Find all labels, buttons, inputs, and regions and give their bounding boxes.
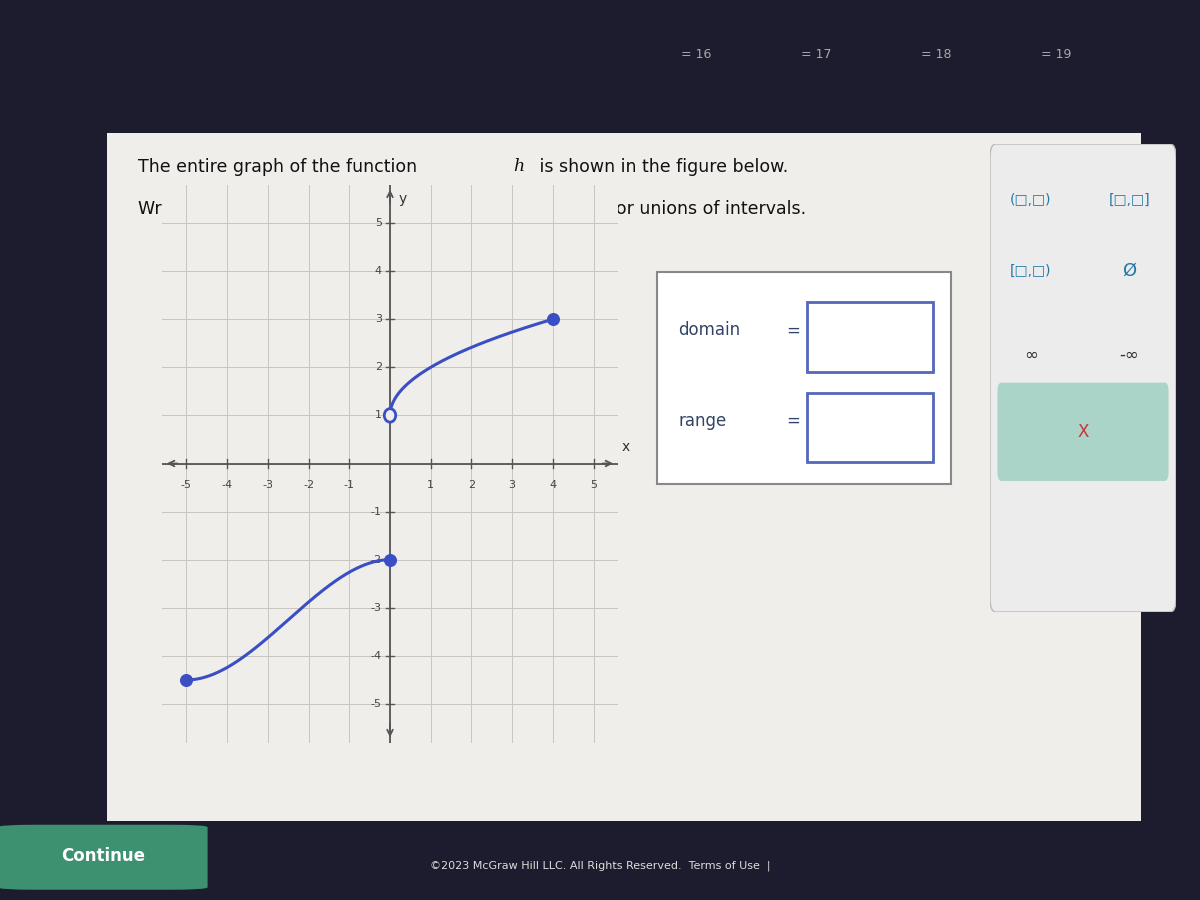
Text: 4: 4 (374, 266, 382, 276)
Text: domain: domain (678, 321, 740, 339)
Text: ∞: ∞ (1024, 346, 1038, 364)
Text: Continue: Continue (61, 847, 145, 865)
Text: x: x (622, 440, 630, 454)
Text: 1: 1 (427, 481, 434, 491)
FancyBboxPatch shape (808, 393, 934, 463)
Text: = 16: = 16 (680, 48, 712, 60)
Text: Ø: Ø (1122, 261, 1136, 279)
Text: ©2023 McGraw Hill LLC. All Rights Reserved.  Terms of Use  |: ©2023 McGraw Hill LLC. All Rights Reserv… (430, 860, 770, 871)
Text: 4: 4 (550, 481, 557, 491)
Text: is shown in the figure below.: is shown in the figure below. (534, 158, 788, 176)
Point (176, 673, 196, 688)
Text: -2: -2 (371, 554, 382, 564)
FancyBboxPatch shape (107, 133, 1141, 821)
Text: h: h (485, 200, 496, 217)
Text: as intervals or unions of intervals.: as intervals or unions of intervals. (504, 200, 805, 218)
Text: h: h (514, 158, 524, 175)
Point (544, 312, 563, 327)
Text: -3: -3 (263, 481, 274, 491)
Text: 5: 5 (590, 481, 598, 491)
Text: 3: 3 (374, 314, 382, 324)
Text: -4: -4 (222, 481, 233, 491)
FancyBboxPatch shape (0, 824, 208, 890)
Text: -1: -1 (343, 481, 355, 491)
Text: The entire graph of the function: The entire graph of the function (138, 158, 422, 176)
Text: -4: -4 (371, 651, 382, 661)
Text: =: = (786, 412, 800, 430)
Text: -1: -1 (371, 507, 382, 517)
Text: 2: 2 (468, 481, 475, 491)
Text: Write the domain and range of: Write the domain and range of (138, 200, 412, 218)
FancyBboxPatch shape (997, 382, 1169, 481)
Text: 2: 2 (374, 363, 382, 373)
Circle shape (385, 410, 395, 420)
Text: range: range (678, 412, 726, 430)
Point (380, 553, 400, 567)
Text: 1: 1 (374, 410, 382, 420)
Text: (□,□): (□,□) (1010, 194, 1051, 207)
Text: [□,□]: [□,□] (1109, 194, 1151, 207)
Text: -3: -3 (371, 603, 382, 613)
Text: -5: -5 (371, 699, 382, 709)
Text: X: X (1078, 423, 1088, 441)
Text: [□,□): [□,□) (1010, 264, 1051, 277)
Text: -∞: -∞ (1120, 346, 1139, 364)
Text: =: = (786, 321, 800, 339)
Text: -5: -5 (181, 481, 192, 491)
Text: = 19: = 19 (1040, 48, 1072, 60)
Text: y: y (398, 192, 407, 206)
Text: -2: -2 (304, 481, 314, 491)
Text: = 18: = 18 (920, 48, 952, 60)
Text: 5: 5 (374, 218, 382, 228)
Text: 3: 3 (509, 481, 516, 491)
FancyBboxPatch shape (990, 144, 1176, 612)
FancyBboxPatch shape (658, 272, 952, 484)
FancyBboxPatch shape (808, 302, 934, 372)
Text: = 17: = 17 (800, 48, 832, 60)
